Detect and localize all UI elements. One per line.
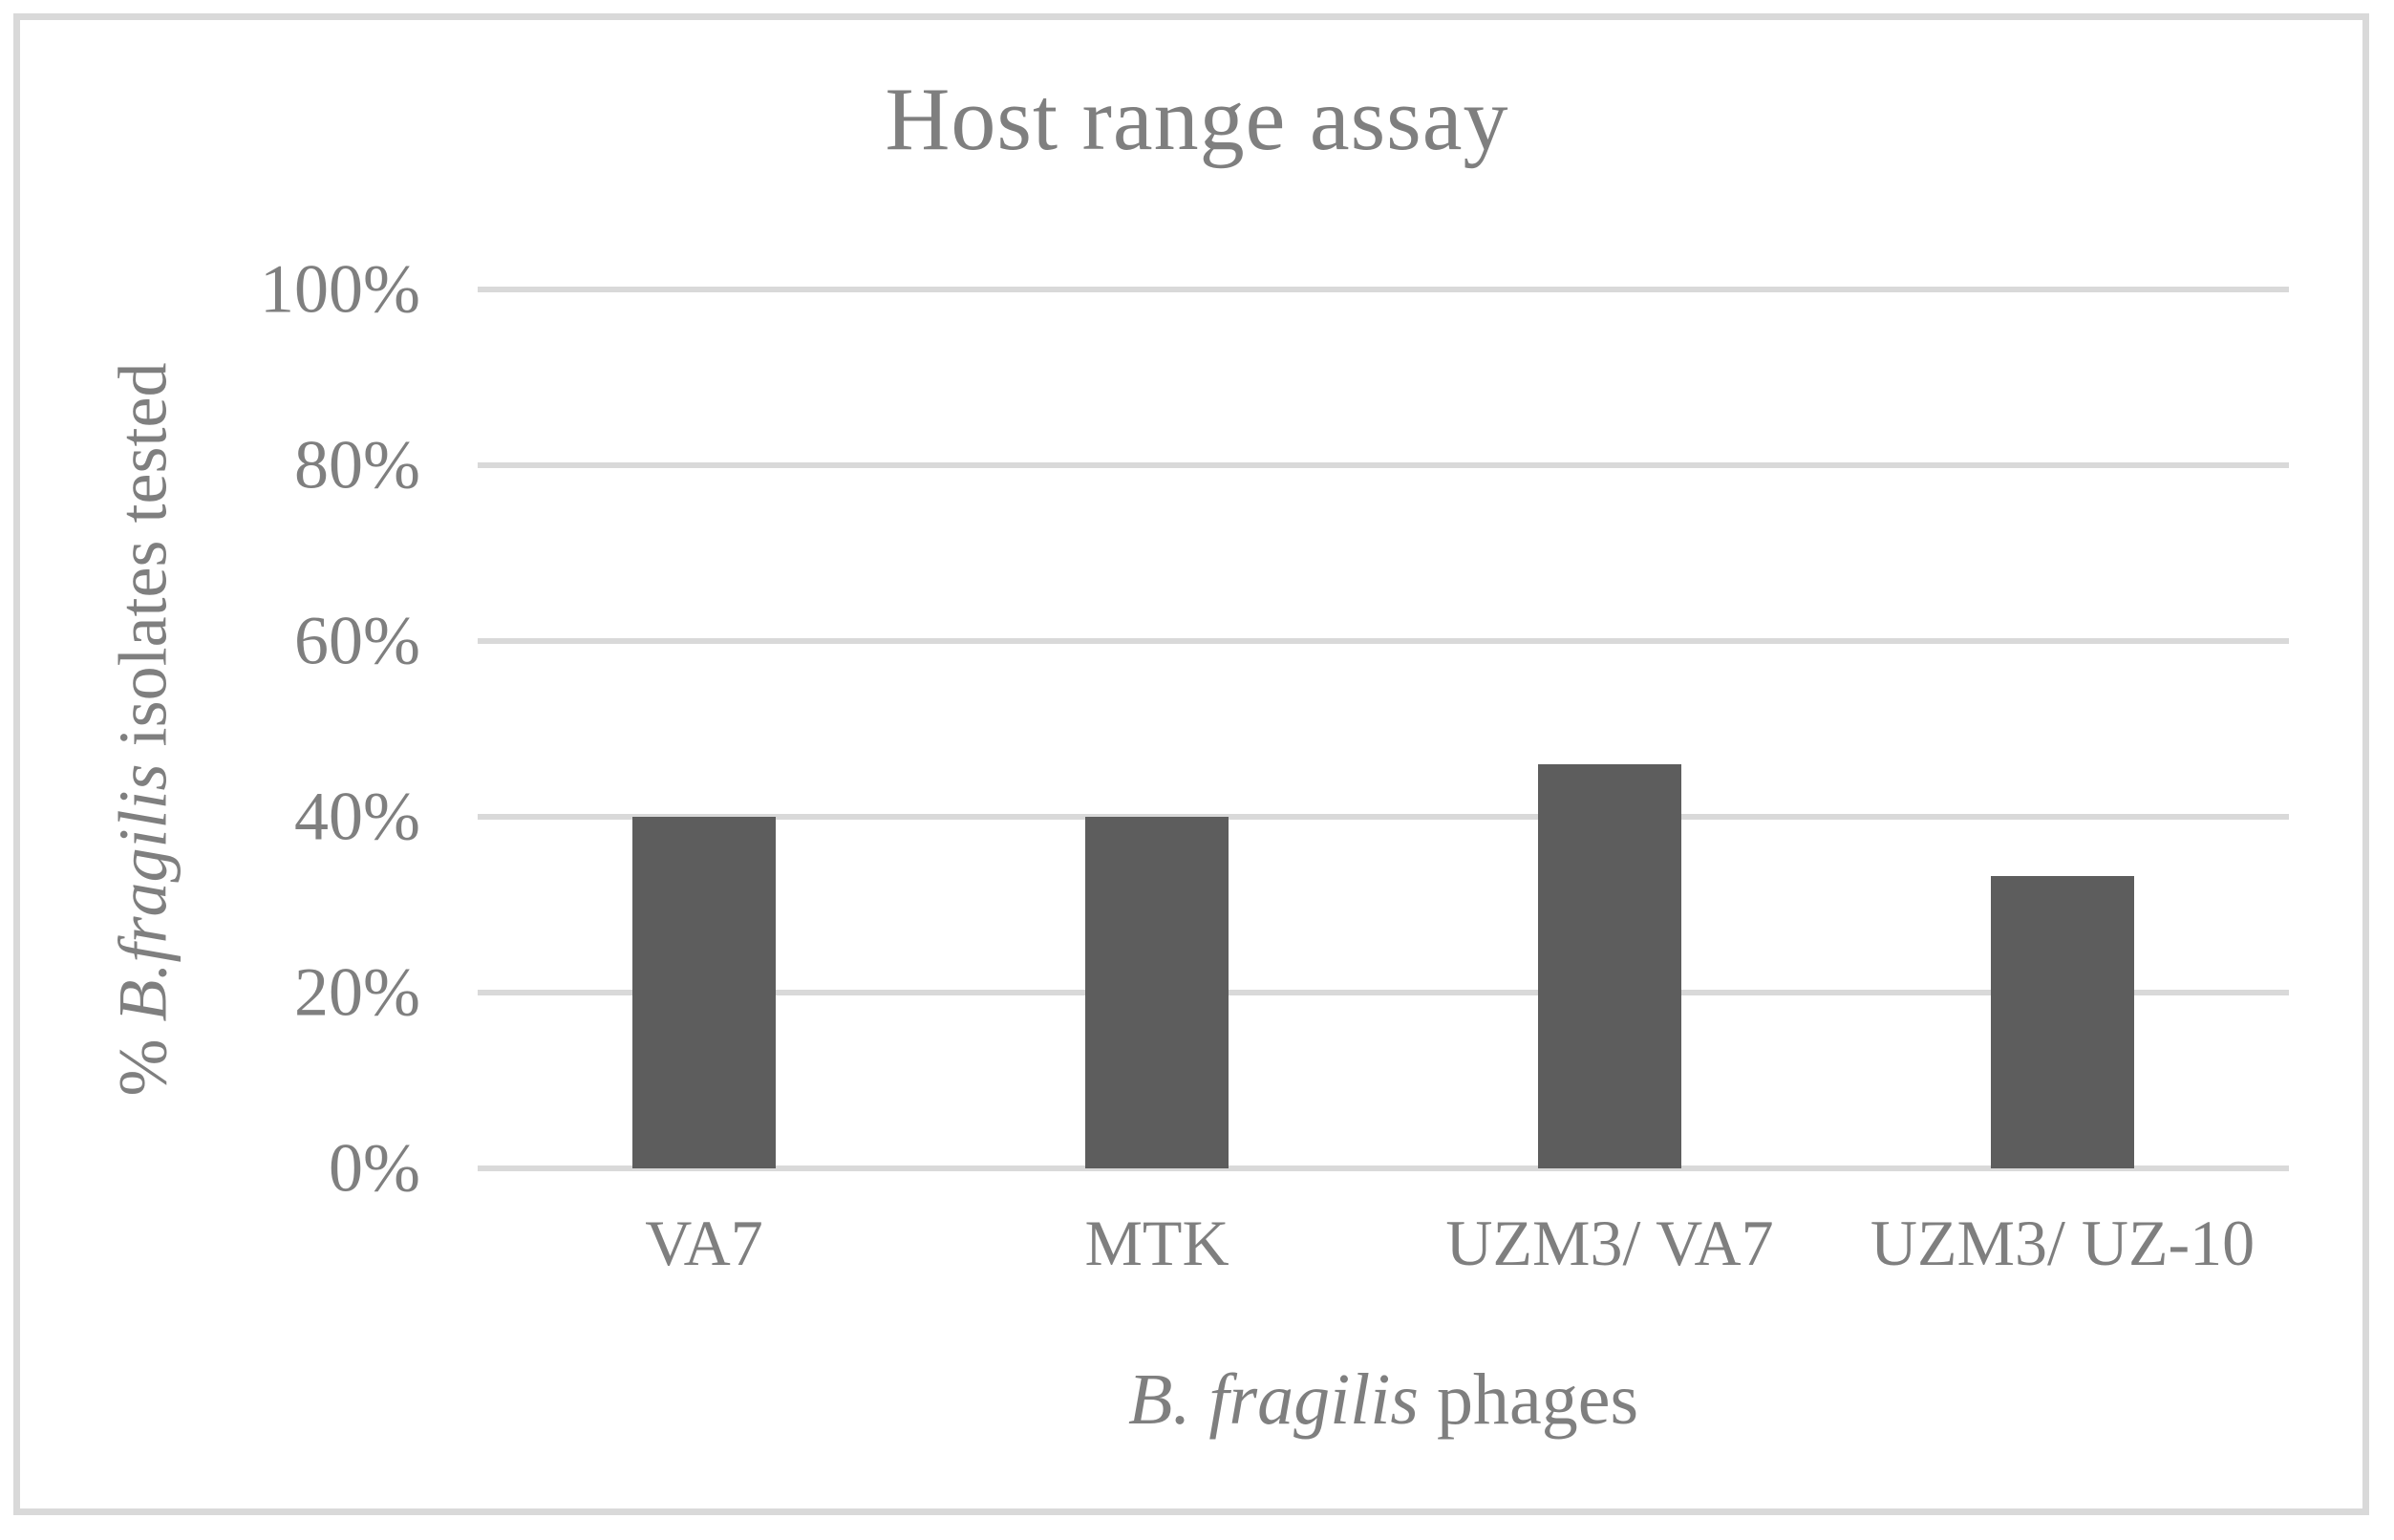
y-tick-label-40: 40% (294, 778, 420, 855)
y-tick-label-0: 0% (329, 1129, 420, 1207)
bar-slot-va7 (478, 289, 930, 1168)
gridline-0 (478, 1166, 2289, 1171)
y-axis-tick-labels: 0% 20% 40% 60% 80% 100% (0, 251, 420, 1207)
y-tick-label-80: 80% (294, 426, 420, 503)
x-axis-category-labels: VA7 MTK UZM3/ VA7 UZM3/ UZ-10 (478, 1206, 2289, 1281)
bar-uzm3-va7 (1538, 763, 1681, 1168)
x-category-label-uzm3-va7: UZM3/ VA7 (1445, 1207, 1774, 1279)
gridline-20 (478, 990, 2289, 995)
bar-uzm3-uz-10 (1991, 875, 2134, 1168)
gridline-100 (478, 287, 2289, 292)
bar-slot-uzm3-va7 (1383, 289, 1836, 1168)
x-category-label-mtk: MTK (1084, 1207, 1229, 1279)
plot-area (478, 287, 2289, 1171)
y-tick-label-20: 20% (294, 953, 420, 1031)
gridline-80 (478, 462, 2289, 468)
bar-slot-uzm3-uz-10 (1836, 289, 2289, 1168)
y-tick-label-60: 60% (294, 602, 420, 679)
gridline-60 (478, 638, 2289, 644)
gridline-40 (478, 814, 2289, 820)
y-tick-label-100: 100% (260, 250, 420, 328)
bars-layer (478, 289, 2289, 1168)
bar-va7 (632, 817, 776, 1168)
x-category-label-uzm3-uz-10: UZM3/ UZ-10 (1870, 1207, 2255, 1279)
x-axis-title-species: B. fragilis (1127, 1359, 1419, 1440)
chart-border-frame (13, 13, 2369, 1515)
bar-slot-mtk (930, 289, 1383, 1168)
x-axis-title-suffix: phages (1419, 1359, 1639, 1440)
x-axis-title: B. fragilis phages (478, 1358, 2289, 1442)
x-category-label-va7: VA7 (645, 1207, 763, 1279)
bar-mtk (1085, 817, 1229, 1168)
chart-title: Host range assay (885, 70, 1509, 169)
